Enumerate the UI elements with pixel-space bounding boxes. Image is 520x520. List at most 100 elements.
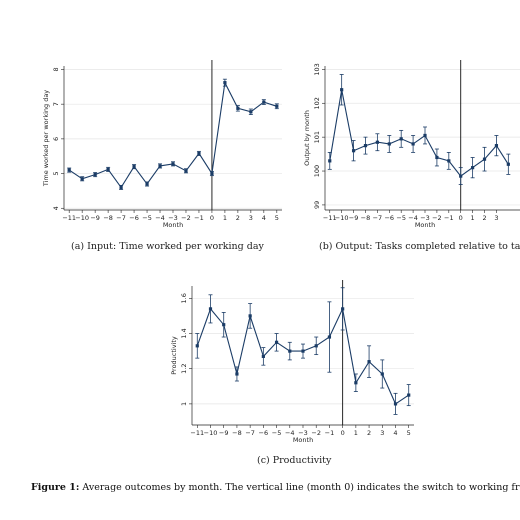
data-point [262,100,266,104]
y-tick-label: 5 [52,171,60,175]
data-point [471,166,475,170]
x-tick-label: −10 [75,214,89,222]
x-tick-label: −2 [432,214,442,222]
y-tick-label: 99 [313,201,321,209]
data-point [407,393,411,397]
data-point [171,162,175,166]
data-point [288,349,292,353]
y-axis-label: Time worked per working day [42,90,50,187]
data-point [351,149,356,153]
data-point [106,167,110,172]
y-axis-label: Output by month [303,110,311,166]
x-tick-label: 1 [223,214,227,222]
y-axis-label: Productivity [170,336,178,375]
data-point [158,164,162,168]
x-tick-label: 4 [393,429,397,437]
data-point [222,323,226,327]
x-tick-label: −6 [129,214,139,222]
data-point [235,372,239,376]
x-tick-label: 0 [210,214,214,222]
x-tick-label: −11 [62,214,76,222]
data-point [208,307,213,311]
data-point [411,142,415,146]
x-tick-label: −3 [420,214,430,222]
x-tick-label: −10 [335,214,349,222]
data-point [210,171,214,176]
data-point [494,144,499,148]
y-tick-label: 102 [313,97,321,109]
data-point [301,349,305,353]
series-line [329,89,509,177]
y-tick-label: 1 [180,402,188,406]
x-tick-label: 5 [407,429,411,437]
data-point [195,344,199,348]
data-point [482,157,487,161]
data-point [223,81,227,85]
x-tick-label: 4 [262,214,266,222]
data-point [399,137,403,141]
data-point [314,344,318,348]
data-point [459,174,463,178]
data-point [184,169,188,173]
x-tick-label: 3 [249,214,253,222]
x-axis-label: Month [163,221,183,229]
x-tick-label: −9 [90,214,100,222]
data-point [380,372,384,376]
x-tick-label: −2 [311,429,321,437]
data-point [274,340,279,344]
data-point [197,151,201,156]
x-tick-label: −5 [396,214,406,222]
x-tick-label: −6 [384,214,394,222]
caption-b: (b) Output: Tasks completed relative to … [319,241,520,252]
x-tick-label: −10 [204,429,218,437]
x-tick-label: −4 [408,214,418,222]
x-tick-label: −11 [323,214,337,222]
data-point [93,173,97,177]
x-tick-label: −9 [219,429,229,437]
x-tick-label: 3 [380,429,384,437]
x-tick-label: 1 [354,429,358,437]
x-tick-label: 2 [236,214,240,222]
y-tick-label: 4 [52,206,60,210]
y-tick-label: 6 [52,137,60,141]
data-point [236,106,240,110]
data-point [340,88,344,92]
y-tick-label: 1.2 [180,364,188,374]
data-point [119,185,123,190]
x-axis-label: Month [415,221,435,229]
x-tick-label: −8 [232,429,242,437]
y-tick-label: 101 [313,131,321,143]
x-tick-label: 2 [367,429,371,437]
x-tick-label: −6 [259,429,269,437]
x-tick-label: 0 [459,214,463,222]
x-tick-label: 5 [275,214,279,222]
data-point [387,142,391,146]
x-tick-label: −1 [444,214,454,222]
data-point [275,104,279,108]
data-point [328,159,332,163]
x-tick-label: −1 [194,214,204,222]
x-tick-label: 1 [471,214,475,222]
data-point [393,402,398,406]
x-tick-label: −9 [349,214,359,222]
x-tick-label: −11 [190,429,204,437]
data-point [80,177,84,181]
x-tick-label: −7 [373,214,383,222]
y-tick-label: 103 [313,63,321,75]
y-tick-label: 1.6 [180,293,188,303]
x-tick-label: −4 [285,429,295,437]
data-point [363,144,368,148]
x-tick-label: −7 [116,214,126,222]
y-tick-label: 7 [52,102,60,106]
x-tick-label: −3 [298,429,308,437]
figure-text: Average outcomes by month. The vertical … [82,482,520,493]
x-tick-label: −3 [168,214,178,222]
x-tick-label: −2 [181,214,191,222]
figure-caption: Figure 1: Average outcomes by month. The… [31,482,520,493]
y-tick-label: 1.4 [180,328,188,338]
data-point [367,360,371,364]
data-point [249,110,253,114]
chart-productivity: 11.21.41.6−11 −10 −9 −8 −7 −6 −5 −4 −3 −2 −1 0 1 2 3 4 5… [170,280,414,444]
y-tick-label: 100 [313,165,321,177]
data-point [354,381,358,385]
